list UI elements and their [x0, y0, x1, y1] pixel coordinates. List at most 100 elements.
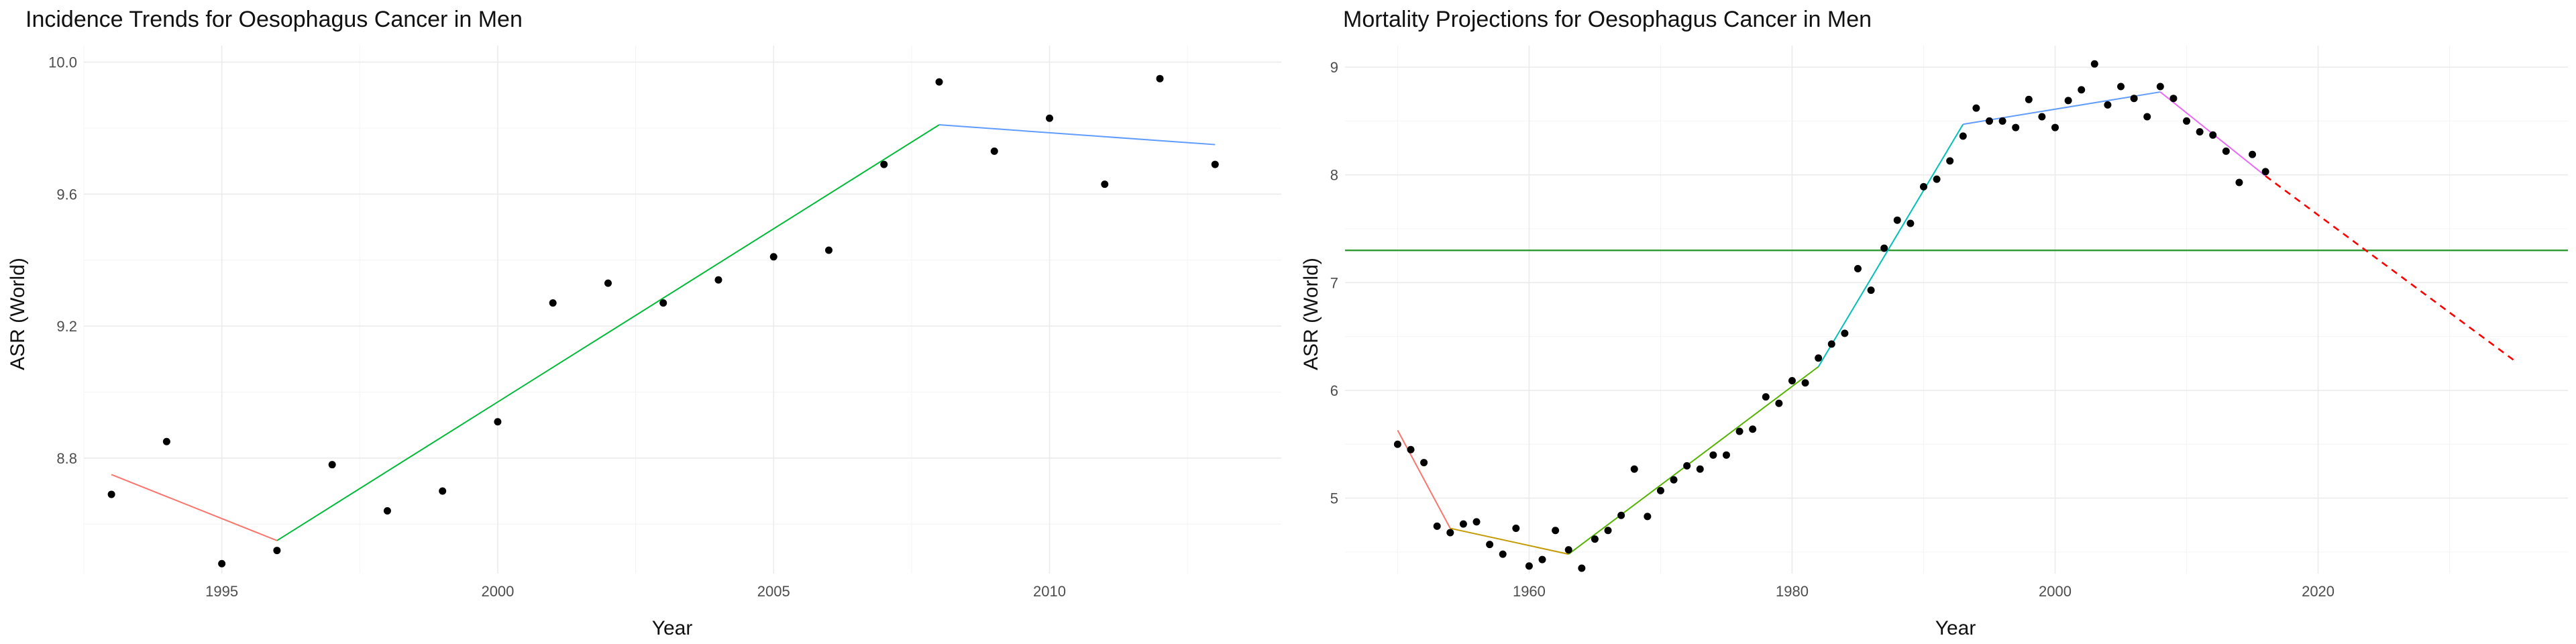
incidence-data-point	[549, 299, 557, 307]
mortality-chart-panel: Mortality Projections for Oesophagus Can…	[1300, 7, 2568, 639]
incidence-data-point	[714, 276, 722, 284]
mortality-data-point	[1578, 564, 1586, 572]
mortality-data-point	[2249, 150, 2257, 158]
incidence-data-point	[107, 490, 115, 498]
mortality-data-point	[1801, 379, 1809, 387]
mortality-data-point	[1762, 393, 1770, 401]
mortality-data-point	[1972, 104, 1980, 112]
mortality-data-point	[1735, 427, 1743, 435]
mortality-data-point	[1564, 546, 1572, 554]
mortality-trend-lines	[1397, 91, 2516, 555]
mortality-data-point	[2038, 113, 2046, 121]
mortality-data-point	[2104, 101, 2112, 109]
mortality-data-point	[1880, 244, 1888, 252]
incidence-x-tick-label: 2010	[1033, 583, 1066, 600]
mortality-projection-line	[2265, 175, 2516, 362]
mortality-data-point	[1788, 377, 1796, 385]
mortality-data-point	[1644, 513, 1652, 521]
mortality-data-point	[1986, 117, 1994, 125]
mortality-data-point	[1933, 175, 1941, 183]
incidence-data-point	[880, 160, 888, 168]
mortality-data-point	[2064, 97, 2072, 105]
incidence-data-point	[1211, 160, 1219, 168]
mortality-ticks: 1960 1980 2000 2020 5 6 7 8 9	[1330, 59, 2334, 600]
mortality-data-point	[1854, 264, 1862, 272]
mortality-data-point	[1722, 451, 1730, 459]
incidence-grid	[83, 46, 1281, 574]
mortality-data-point	[1696, 465, 1704, 473]
mortality-data-point	[1998, 117, 2006, 125]
mortality-data-point	[2117, 83, 2125, 91]
mortality-data-point	[2156, 83, 2164, 91]
incidence-data-point	[824, 246, 833, 254]
incidence-y-tick-label: 8.8	[56, 450, 77, 467]
mortality-x-tick-label: 2020	[2302, 583, 2334, 600]
incidence-chart-title: Incidence Trends for Oesophagus Cancer i…	[25, 7, 523, 32]
incidence-x-tick-label: 2000	[481, 583, 514, 600]
mortality-data-point	[1946, 157, 1954, 165]
mortality-data-point	[1591, 535, 1599, 543]
mortality-data-point	[1841, 329, 1849, 337]
mortality-chart-title: Mortality Projections for Oesophagus Can…	[1343, 7, 1872, 32]
mortality-data-point	[2235, 178, 2243, 186]
incidence-trend-segment	[111, 474, 278, 541]
incidence-y-tick-label: 10.0	[48, 54, 77, 71]
incidence-data-point	[439, 487, 447, 495]
mortality-x-tick-label: 1980	[1776, 583, 1809, 600]
mortality-y-axis-label: ASR (World)	[1300, 258, 1322, 370]
mortality-data-point	[1827, 340, 1835, 348]
mortality-points	[1393, 60, 2269, 572]
mortality-data-point	[2196, 127, 2204, 136]
mortality-data-point	[2130, 95, 2138, 103]
mortality-data-point	[1630, 465, 1638, 473]
incidence-trend-segment	[938, 124, 1216, 146]
incidence-data-point	[1101, 180, 1109, 189]
incidence-data-point	[1156, 74, 1164, 83]
mortality-data-point	[2090, 60, 2098, 68]
mortality-data-point	[2209, 131, 2217, 139]
incidence-trend-segment	[276, 124, 940, 541]
mortality-data-point	[1919, 182, 1927, 191]
incidence-data-point	[935, 78, 943, 86]
mortality-data-point	[2261, 168, 2269, 176]
mortality-data-point	[1893, 216, 1901, 224]
mortality-data-point	[1393, 440, 1401, 448]
incidence-points	[107, 74, 1219, 568]
mortality-data-point	[1604, 527, 1612, 535]
mortality-trend-segment	[1568, 366, 1819, 555]
incidence-data-point	[273, 547, 281, 555]
mortality-data-point	[1775, 399, 1783, 407]
mortality-y-tick-label: 9	[1330, 59, 1338, 76]
incidence-data-point	[604, 279, 612, 287]
incidence-data-point	[494, 418, 502, 426]
mortality-grid	[1345, 46, 2568, 574]
incidence-data-point	[659, 299, 667, 307]
incidence-x-tick-label: 2005	[757, 583, 790, 600]
mortality-data-point	[1907, 219, 1915, 227]
mortality-x-axis-label: Year	[1935, 617, 1976, 639]
incidence-y-axis-label: ASR (World)	[7, 258, 29, 370]
incidence-data-point	[1046, 114, 1054, 122]
mortality-data-point	[1420, 459, 1428, 467]
mortality-data-point	[1749, 425, 1757, 433]
mortality-data-point	[1709, 451, 1717, 459]
incidence-data-point	[383, 507, 391, 515]
incidence-chart-panel: Incidence Trends for Oesophagus Cancer i…	[7, 7, 1281, 639]
incidence-data-point	[769, 253, 777, 261]
incidence-data-point	[162, 437, 170, 445]
mortality-data-point	[1617, 511, 1625, 519]
mortality-y-tick-label: 5	[1330, 490, 1338, 507]
mortality-x-tick-label: 1960	[1513, 583, 1546, 600]
mortality-trend-segment	[1963, 91, 2161, 125]
mortality-data-point	[1670, 476, 1678, 484]
incidence-x-tick-label: 1995	[205, 583, 238, 600]
incidence-data-point	[990, 147, 998, 155]
mortality-data-point	[2012, 123, 2020, 131]
mortality-data-point	[1815, 354, 1823, 362]
incidence-y-tick-label: 9.2	[56, 318, 77, 335]
mortality-data-point	[2143, 113, 2151, 121]
mortality-data-point	[1656, 486, 1664, 494]
mortality-trend-segment	[1450, 527, 1569, 555]
mortality-y-tick-label: 6	[1330, 382, 1338, 399]
mortality-data-point	[2078, 86, 2086, 94]
